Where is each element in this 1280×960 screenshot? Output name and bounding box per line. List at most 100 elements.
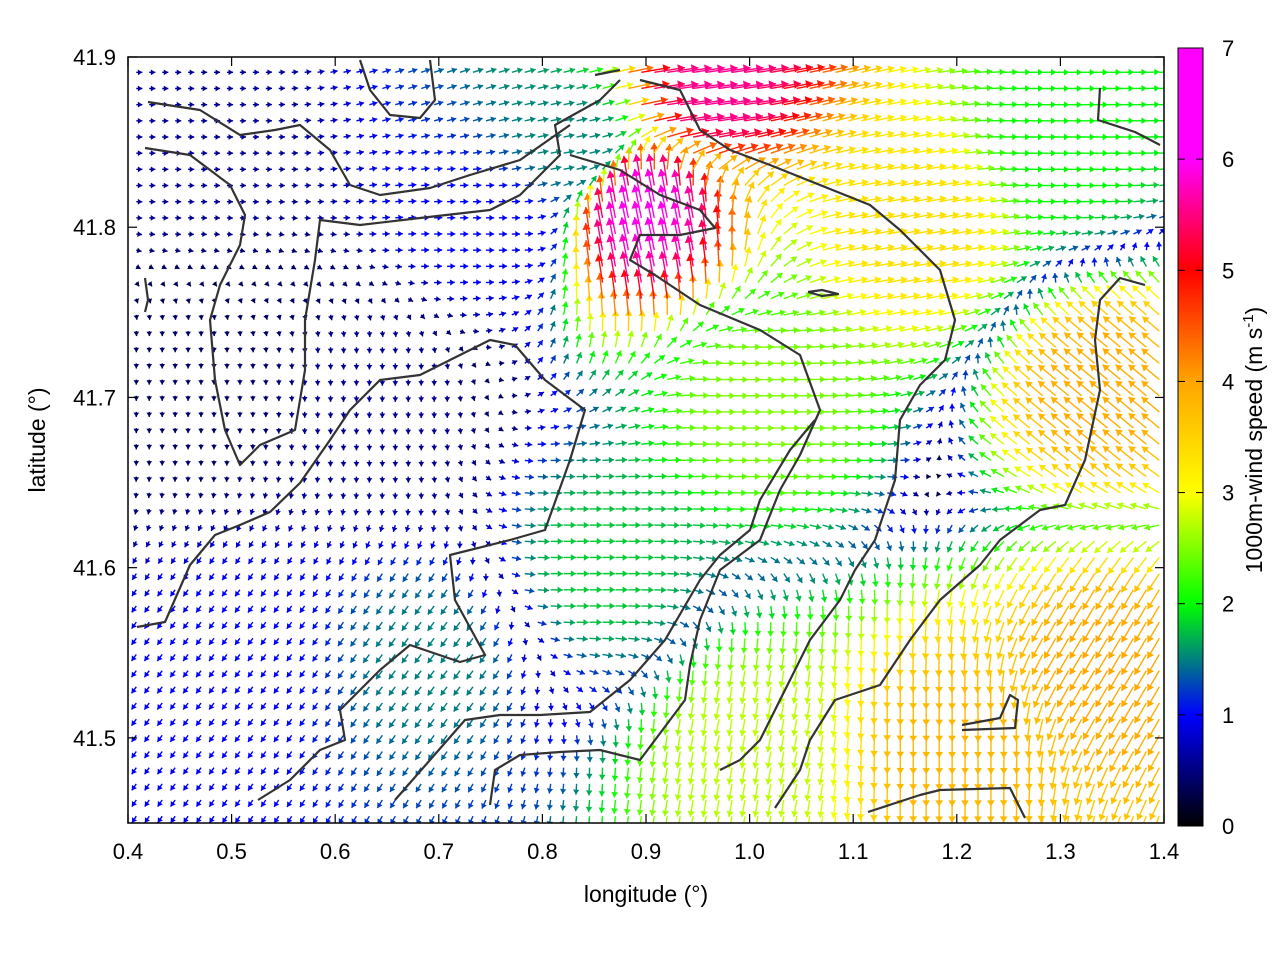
wind-arrow — [730, 816, 733, 823]
wind-arrow — [130, 702, 137, 710]
wind-arrow — [598, 799, 606, 813]
wind-arrow — [143, 702, 150, 710]
wind-arrow — [843, 735, 851, 755]
wind-arrow — [1024, 735, 1033, 758]
wind-arrow — [662, 702, 670, 719]
wind-arrow — [453, 702, 461, 713]
wind-arrow — [739, 735, 747, 753]
wind-arrow — [1142, 815, 1148, 823]
wind-arrow — [713, 735, 721, 753]
wind-arrow — [765, 702, 773, 721]
wind-arrow — [739, 767, 747, 785]
wind-arrow — [1122, 767, 1135, 789]
wind-arrow — [700, 751, 708, 769]
wind-arrow — [182, 718, 189, 727]
wind-arrow — [260, 702, 267, 710]
wind-arrow — [626, 702, 633, 714]
wind-arrow — [247, 718, 254, 727]
wind-arrow — [144, 815, 150, 823]
wind-arrow — [1047, 735, 1057, 757]
x-tick-label: 1.0 — [734, 839, 765, 864]
wind-arrow — [156, 702, 163, 710]
wind-arrow — [778, 799, 786, 818]
wind-arrow — [611, 767, 619, 782]
wind-arrow — [843, 751, 851, 771]
wind-arrow — [362, 702, 370, 712]
wind-arrow — [574, 735, 581, 745]
wind-arrow — [1098, 783, 1109, 805]
wind-arrow — [1048, 751, 1057, 774]
wind-arrow — [221, 734, 228, 743]
colorbar-tick-label: 5 — [1222, 258, 1234, 283]
wind-arrow — [363, 783, 370, 793]
wind-arrow — [480, 783, 487, 793]
wind-arrow — [182, 734, 189, 743]
wind-arrow — [414, 734, 422, 745]
wind-arrow — [131, 783, 137, 791]
wind-arrow — [1133, 702, 1147, 724]
wind-arrow — [480, 751, 487, 761]
wind-arrow — [713, 719, 721, 737]
wind-arrow — [534, 702, 541, 712]
wind-arrow — [156, 783, 163, 791]
wind-arrow — [401, 751, 409, 761]
wind-arrow — [350, 783, 358, 793]
wind-arrow — [1110, 783, 1122, 805]
wind-arrow — [260, 734, 267, 743]
x-tick-label: 1.3 — [1045, 839, 1076, 864]
wind-arrow — [169, 767, 176, 775]
wind-arrow — [791, 702, 799, 721]
wind-arrow — [768, 816, 772, 823]
wind-arrow — [324, 718, 332, 727]
wind-arrow — [441, 799, 448, 809]
wind-arrow — [1123, 799, 1135, 821]
wind-arrow — [1135, 767, 1148, 789]
wind-arrow — [494, 815, 501, 823]
wind-arrow — [506, 702, 513, 712]
x-tick-label: 0.9 — [631, 839, 662, 864]
wind-arrow — [614, 702, 621, 713]
wind-arrow — [131, 815, 138, 823]
wind-arrow — [286, 734, 293, 743]
wind-arrow — [1035, 719, 1044, 741]
wind-arrow — [1049, 799, 1058, 822]
wind-arrow — [830, 783, 838, 803]
colorbar-tick-label: 1 — [1222, 703, 1234, 728]
wind-arrow — [588, 718, 594, 728]
wind-arrow — [533, 718, 540, 728]
wind-arrow — [325, 783, 332, 792]
wind-arrow — [649, 719, 657, 735]
wind-arrow — [182, 783, 189, 791]
wind-arrow — [1121, 734, 1135, 756]
wind-arrow — [573, 783, 580, 795]
wind-arrow — [623, 799, 631, 815]
wind-arrow — [441, 767, 448, 777]
wind-arrow — [1135, 783, 1148, 805]
wind-arrow — [221, 702, 228, 710]
wind-arrow — [687, 783, 695, 801]
wind-arrow — [817, 799, 825, 818]
wind-arrow — [376, 751, 383, 761]
wind-arrow — [1134, 751, 1148, 772]
wind-arrow — [169, 702, 176, 710]
wind-arrow — [195, 718, 202, 727]
wind-arrow — [324, 702, 332, 711]
wind-arrow — [547, 767, 554, 778]
wind-arrow — [286, 799, 293, 808]
wind-arrow — [687, 751, 695, 769]
wind-arrow — [674, 719, 682, 736]
wind-arrow — [273, 767, 280, 775]
wind-arrow — [520, 767, 527, 777]
wind-arrow — [247, 799, 254, 808]
wind-arrow — [416, 815, 422, 823]
wind-arrow — [143, 718, 150, 727]
wind-arrow — [376, 799, 383, 809]
wind-arrow — [1070, 718, 1083, 740]
wind-arrow — [817, 702, 825, 721]
wind-arrow — [624, 767, 631, 783]
wind-arrow — [208, 799, 215, 808]
wind-arrow — [700, 702, 708, 720]
wind-arrow — [726, 783, 734, 801]
wind-arrow — [234, 702, 241, 710]
wind-arrow — [674, 735, 682, 753]
